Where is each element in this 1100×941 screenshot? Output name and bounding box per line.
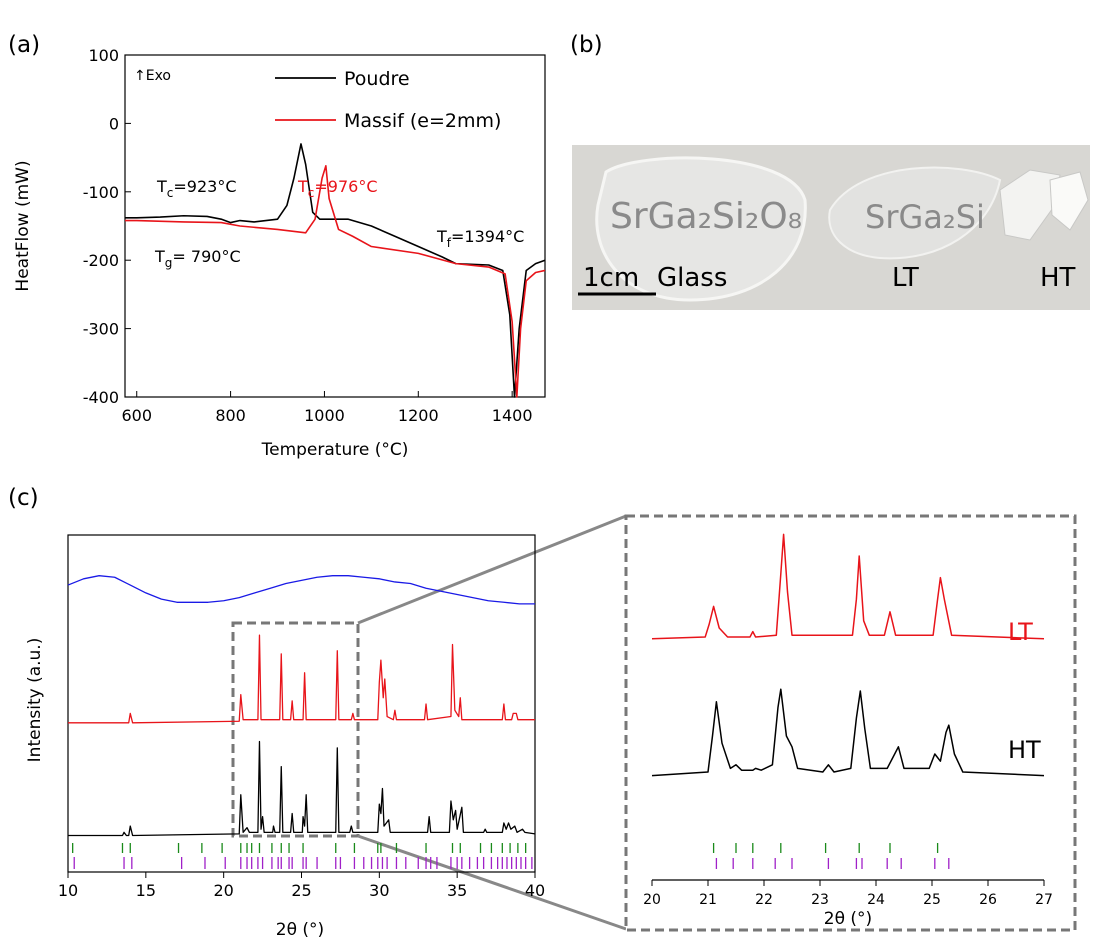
annotation-part: T (154, 247, 165, 266)
x-tick-label: 25 (291, 881, 311, 900)
inset-frame (624, 514, 1077, 932)
series-label: LT (1008, 618, 1033, 646)
x-axis-label: 2θ (°) (824, 909, 872, 929)
x-tick-label: 40 (525, 881, 545, 900)
x-tick-label: 27 (1035, 892, 1053, 908)
series-line (651, 688, 1045, 777)
x-tick-label: 1400 (492, 406, 533, 425)
x-tick-label: 22 (755, 892, 773, 908)
x-tick-label: 800 (215, 406, 246, 425)
panel-label: (b) (570, 32, 603, 58)
series-line (68, 634, 535, 724)
y-axis-label: Intensity (a.u.) (25, 638, 45, 763)
series-label: HT (1008, 736, 1041, 764)
annotation-part: T (297, 177, 308, 196)
plot-frame (124, 54, 546, 398)
annotation-part: =1394°C (451, 227, 524, 246)
x-tick-label: 24 (867, 892, 885, 908)
x-tick-label: 15 (136, 881, 156, 900)
annotation-part: g (165, 256, 173, 270)
annotation: Tc=976°C (297, 177, 378, 200)
sample-label: HT (1040, 263, 1076, 293)
x-tick-label: 1000 (304, 406, 345, 425)
annotation-part: c (308, 186, 315, 200)
x-tick-label: 600 (121, 406, 152, 425)
y-tick-label: -300 (83, 320, 119, 339)
y-tick-label: 0 (109, 114, 119, 133)
x-axis-label: 2θ (°) (276, 920, 324, 940)
x-tick-label: 20 (643, 892, 661, 908)
y-tick-label: -400 (83, 388, 119, 407)
y-tick-label: -200 (83, 251, 119, 270)
photo: SrGa₂Si₂O₈ SrGa₂Si 1cm Glass LT HT (572, 145, 1090, 310)
sample-label: Glass (657, 263, 727, 293)
glass-disc (595, 156, 807, 302)
series-line (67, 575, 535, 605)
annotation: Tg= 790°C (154, 247, 241, 270)
x-tick-label: 23 (811, 892, 829, 908)
formula-text: SrGa₂Si (865, 198, 985, 236)
panel-label: (a) (8, 32, 40, 58)
plot-frame (67, 534, 536, 873)
series-line (68, 740, 536, 837)
annotation-part: f (447, 236, 452, 250)
annotation: ↑Exo (134, 68, 171, 84)
x-tick-label: 1200 (398, 406, 439, 425)
x-tick-label: 35 (447, 881, 467, 900)
zoom-box (231, 621, 360, 838)
annotation-part: = 790°C (172, 247, 240, 266)
lt-shard (828, 166, 1002, 260)
legend-label: Poudre (344, 68, 410, 90)
panel-label: (c) (8, 485, 39, 511)
annotation-part: T (156, 177, 167, 196)
annotation-part: =976°C (314, 177, 377, 196)
series-line (651, 533, 1045, 640)
annotation: Tf=1394°C (436, 227, 524, 250)
x-tick-label: 10 (58, 881, 78, 900)
y-axis-label: HeatFlow (mW) (13, 160, 33, 291)
x-tick-label: 21 (699, 892, 717, 908)
ht-crumbs (1049, 171, 1089, 231)
y-tick-label: 100 (88, 46, 119, 65)
sample-label: LT (892, 263, 919, 293)
legend-label: Massif (e=2mm) (344, 110, 501, 132)
x-tick-label: 20 (213, 881, 233, 900)
annotation-part: T (436, 227, 447, 246)
x-axis-label: Temperature (°C) (261, 440, 409, 460)
x-tick-label: 30 (369, 881, 389, 900)
annotation-part: =923°C (173, 177, 236, 196)
zoom-connector (357, 514, 627, 625)
annotation-part: c (167, 186, 174, 200)
formula-text: SrGa₂Si₂O₈ (610, 196, 802, 237)
scale-bar-label: 1cm (583, 263, 639, 293)
series-line (125, 165, 546, 398)
x-tick-label: 26 (979, 892, 997, 908)
y-tick-label: -100 (83, 183, 119, 202)
x-tick-label: 25 (923, 892, 941, 908)
annotation-part: ↑Exo (134, 68, 171, 84)
annotation: Tc=923°C (156, 177, 237, 200)
zoom-connector (357, 834, 627, 931)
